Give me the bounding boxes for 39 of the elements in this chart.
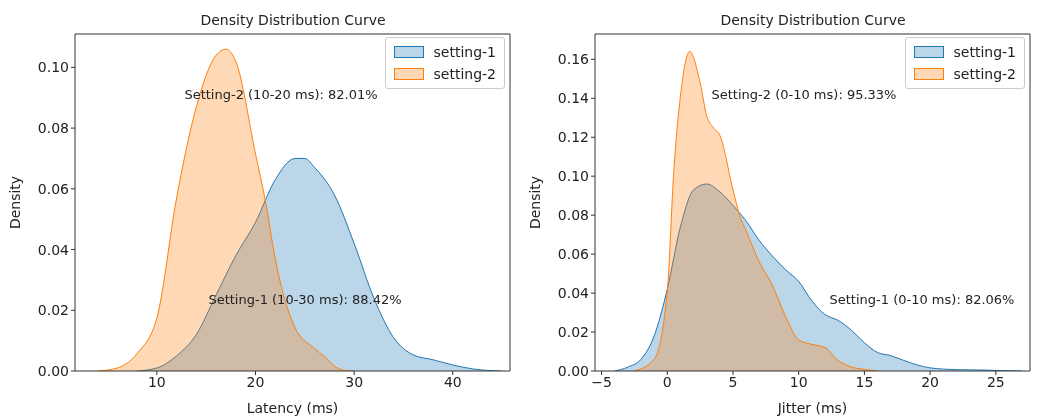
- legend-label: setting-2: [433, 65, 496, 84]
- y-tick-label: 0.14: [557, 90, 590, 107]
- annotation: Setting-2 (10-20 ms): 82.01%: [184, 86, 378, 102]
- x-axis-title: Latency (ms): [246, 400, 339, 416]
- y-tick-label: 0.08: [37, 120, 69, 137]
- y-tick-label: 0.10: [557, 168, 589, 185]
- x-tick-label: 30: [345, 373, 364, 390]
- y-tick-label: 0.00: [557, 362, 589, 379]
- annotation: Setting-1 (0-10 ms): 82.06%: [829, 291, 1015, 307]
- x-tick-label: 15: [855, 373, 874, 390]
- y-tick-label: 0.02: [37, 302, 69, 319]
- y-tick-label: 0.10: [37, 59, 69, 76]
- y-tick-label: 0.04: [37, 241, 70, 258]
- x-axis-title: Jitter (ms): [776, 400, 848, 416]
- legend-label: setting-2: [953, 65, 1016, 84]
- y-tick-label: 0.04: [557, 285, 590, 302]
- y-tick-label: 0.08: [557, 207, 589, 224]
- x-tick-label: 5: [728, 373, 738, 390]
- y-axis-title: Density: [526, 175, 543, 230]
- legend-label: setting-1: [433, 43, 496, 62]
- y-tick-label: 0.00: [37, 362, 69, 379]
- y-tick-label: 0.02: [557, 324, 589, 341]
- x-tick-label: 0: [662, 373, 672, 390]
- chart-title: Density Distribution Curve: [199, 12, 387, 28]
- x-tick-label: 10: [147, 373, 166, 390]
- chart-title: Density Distribution Curve: [719, 12, 907, 28]
- legend-label: setting-1: [953, 43, 1016, 62]
- annotation: Setting-2 (0-10 ms): 95.33%: [711, 86, 897, 102]
- y-tick-label: 0.06: [557, 246, 590, 263]
- y-tick-label: 0.06: [37, 180, 70, 197]
- y-tick-label: 0.12: [557, 129, 589, 146]
- x-tick-label: −5: [591, 373, 612, 390]
- y-axis-title: Density: [6, 175, 23, 230]
- y-tick-label: 0.16: [557, 51, 590, 68]
- x-tick-label: 25: [986, 373, 1005, 390]
- x-tick-label: 20: [921, 373, 940, 390]
- x-tick-label: 20: [246, 373, 265, 390]
- x-tick-label: 10: [789, 373, 808, 390]
- x-tick-label: 40: [443, 373, 462, 390]
